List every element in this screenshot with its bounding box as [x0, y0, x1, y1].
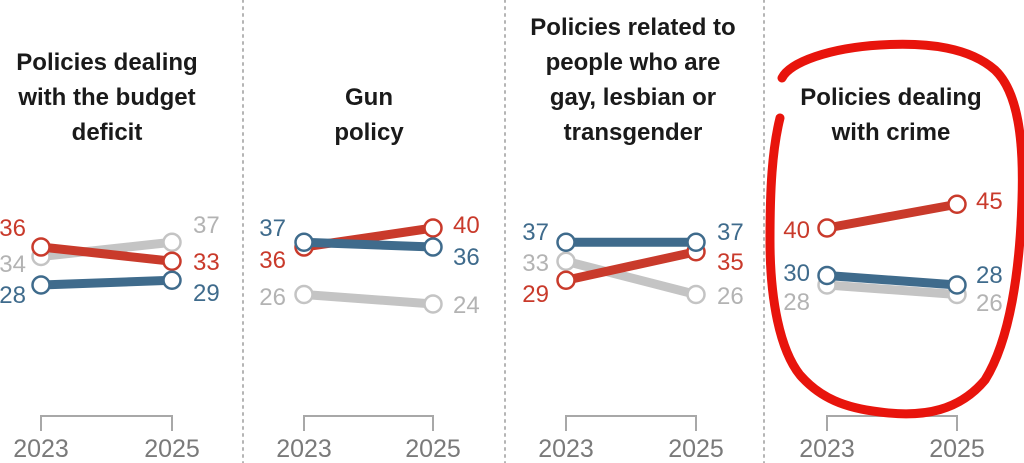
- data-point-blue: [947, 275, 967, 295]
- x-axis-bracket: [565, 415, 697, 431]
- value-label-blue: 29: [193, 280, 220, 307]
- x-axis-bracket: [303, 415, 434, 431]
- series-line-red: [822, 199, 962, 233]
- x-axis-bracket: [40, 415, 173, 431]
- value-label-gray: 33: [522, 250, 549, 277]
- series-line-blue: [36, 275, 177, 290]
- data-point-blue: [556, 232, 576, 252]
- data-point-gray: [686, 284, 706, 305]
- panel-title-line: Policies related to: [530, 14, 735, 41]
- data-point-blue: [31, 275, 51, 295]
- value-label-red: 33: [193, 249, 220, 276]
- series-line-gray: [299, 290, 438, 309]
- data-point-red: [947, 194, 967, 214]
- panel-title-line: people who are: [546, 49, 721, 76]
- data-point-gray: [556, 251, 576, 271]
- value-label-red: 40: [783, 217, 810, 244]
- value-label-blue: 36: [453, 244, 480, 271]
- value-label-gray: 26: [717, 283, 744, 310]
- panel-title-line: deficit: [72, 119, 143, 146]
- x-tick-label: 2025: [668, 435, 724, 463]
- data-point-red: [31, 237, 51, 257]
- panel-title-line: gay, lesbian or: [550, 84, 716, 111]
- value-label-blue: 28: [0, 282, 26, 309]
- data-point-gray: [423, 294, 443, 314]
- value-label-red: 29: [522, 281, 549, 308]
- series-line-red: [36, 242, 177, 266]
- x-tick-label: 2023: [276, 435, 332, 463]
- data-point-blue: [686, 232, 706, 252]
- x-tick-label: 2025: [405, 435, 461, 463]
- value-label-gray: 34: [0, 251, 26, 278]
- series-line-gray: [822, 280, 962, 299]
- series-line-gray: [36, 237, 177, 261]
- data-point-blue: [817, 265, 837, 286]
- series-line-blue: [299, 237, 438, 252]
- value-label-gray: 37: [193, 212, 220, 239]
- series-line-gray: [561, 256, 701, 299]
- x-tick-label: 2025: [929, 435, 985, 463]
- panel-title-line: transgender: [564, 119, 703, 146]
- data-point-red: [162, 251, 182, 271]
- data-point-gray: [162, 232, 182, 252]
- value-label-red: 36: [0, 215, 26, 242]
- panel-title-line: Policies dealing: [16, 49, 197, 76]
- value-label-red: 45: [976, 188, 1003, 215]
- value-label-blue: 30: [783, 260, 810, 287]
- data-point-blue: [423, 237, 443, 257]
- panel-title-line: Gun: [345, 84, 393, 111]
- value-label-blue: 37: [259, 215, 286, 242]
- data-point-red: [423, 218, 443, 238]
- series-line-blue: [822, 271, 962, 290]
- panel-title-line: with crime: [831, 119, 951, 146]
- x-tick-label: 2023: [538, 435, 594, 463]
- series-line-red: [561, 247, 701, 285]
- annotation-circle: [765, 39, 1024, 419]
- data-point-blue: [162, 270, 182, 290]
- data-point-blue: [294, 232, 314, 252]
- x-tick-label: 2025: [144, 435, 200, 463]
- panel-title-line: Policies dealing: [800, 84, 981, 111]
- value-label-gray: 24: [453, 292, 480, 319]
- data-point-red: [817, 218, 837, 238]
- data-point-gray: [294, 284, 314, 305]
- x-tick-label: 2023: [13, 435, 69, 463]
- value-label-blue: 37: [717, 219, 744, 246]
- panel-title-line: with the budget: [17, 84, 195, 111]
- panel-title-line: policy: [334, 119, 404, 146]
- value-label-blue: 28: [976, 262, 1003, 289]
- value-label-gray: 28: [783, 289, 810, 316]
- data-point-red: [556, 270, 576, 290]
- value-label-gray: 26: [259, 284, 286, 311]
- value-label-red: 36: [259, 247, 286, 274]
- x-tick-label: 2023: [799, 435, 855, 463]
- value-label-red: 40: [453, 212, 480, 239]
- value-label-gray: 26: [976, 290, 1003, 317]
- value-label-red: 35: [717, 249, 744, 276]
- x-axis-bracket: [826, 415, 958, 431]
- value-label-blue: 37: [522, 219, 549, 246]
